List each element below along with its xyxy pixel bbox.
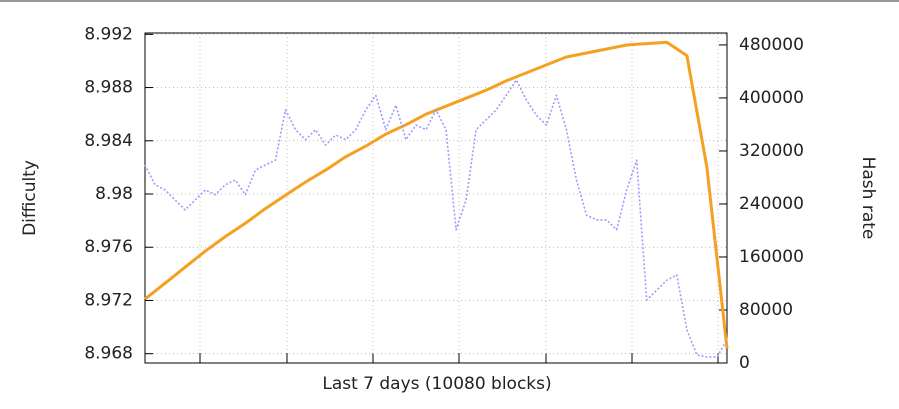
y-tick-label: 8.98: [95, 184, 133, 204]
x-axis-label: Last 7 days (10080 blocks): [322, 374, 551, 394]
y-tick-label: 8.984: [84, 131, 133, 151]
y2-tick-label: 160000: [739, 247, 804, 267]
series-line: [144, 40, 729, 349]
y-tick-label: 8.976: [84, 237, 133, 257]
y2-tick-label: 320000: [739, 141, 804, 161]
y2-tick-label: 240000: [739, 194, 804, 214]
y2-axis-label: Hash rate: [858, 157, 878, 240]
y-tick-label: 8.988: [84, 78, 133, 98]
y-axis-label: Difficulty: [20, 160, 40, 236]
y2-tick-label: 0: [739, 353, 750, 373]
plot-frame: [144, 32, 728, 364]
y2-tick-label: 80000: [739, 300, 793, 320]
y2-tick-label: 480000: [739, 35, 804, 55]
y-tick-label: 8.968: [84, 344, 133, 364]
y2-tick-label: 400000: [739, 88, 804, 108]
y-tick-label: 8.992: [84, 24, 133, 44]
y-tick-label: 8.972: [84, 290, 133, 310]
series-line: [144, 79, 728, 358]
